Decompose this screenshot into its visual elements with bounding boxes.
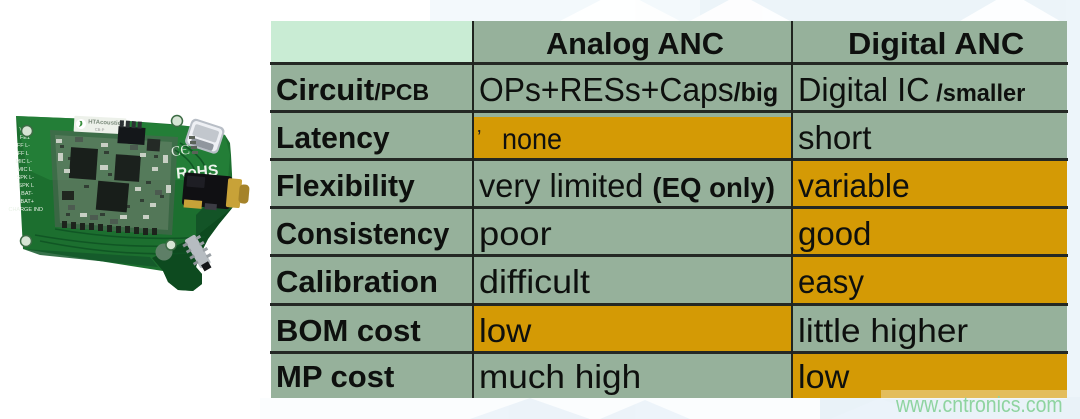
- svg-text:SPK L: SPK L: [18, 183, 34, 189]
- svg-text:FE1: FE1: [20, 135, 30, 141]
- svg-text:CЄ: CЄ: [170, 143, 191, 160]
- svg-text:HTAcoustics: HTAcoustics: [88, 119, 125, 127]
- svg-text:SPK L-: SPK L-: [17, 175, 35, 181]
- svg-text:FF L-: FF L-: [17, 143, 30, 149]
- svg-text:FF L: FF L: [18, 151, 29, 157]
- svg-text:MIC L: MIC L: [17, 167, 32, 173]
- svg-text:BAT+: BAT+: [20, 199, 34, 205]
- svg-text:MIC L-: MIC L-: [16, 159, 33, 165]
- svg-text:CHARGE IND: CHARGE IND: [8, 207, 43, 213]
- svg-text:BAT-: BAT-: [21, 191, 33, 197]
- svg-text:CB-P: CB-P: [95, 127, 105, 133]
